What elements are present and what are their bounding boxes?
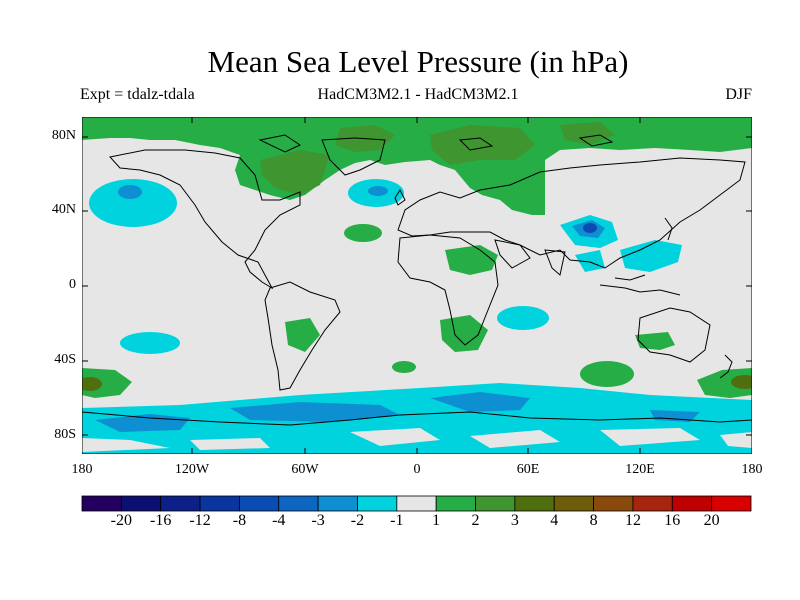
colorbar-label: -4: [272, 512, 286, 529]
colorbar-swatch: [120, 495, 162, 512]
colorbar-swatch: [160, 495, 201, 512]
model-label: HadCM3M2.1 - HadCM3M2.1: [317, 86, 519, 103]
colorbar-label: -1: [390, 512, 404, 529]
map-title: Mean Sea Level Pressure (in hPa): [207, 44, 629, 79]
lon-label-120e: 120E: [625, 462, 655, 477]
lon-label-60e: 60E: [516, 462, 540, 477]
colorbar-swatch: [671, 495, 713, 512]
colorbar-label: -2: [350, 512, 365, 529]
colorbar-label: 4: [550, 512, 559, 529]
lon-label-0: 0: [413, 462, 421, 477]
lon-label-120w: 120W: [174, 462, 210, 477]
colorbar-swatch: [278, 495, 319, 512]
colorbar-swatch: [317, 495, 358, 512]
colorbar-swatch: [475, 495, 516, 512]
colorbar-swatch: [593, 495, 634, 512]
negative-anomalies: [82, 179, 752, 454]
colorbar-label: 2: [471, 512, 480, 529]
colorbar-label: -3: [311, 512, 325, 529]
experiment-label: Expt = tdalz-tdala: [80, 86, 195, 103]
colorbar-swatch: [81, 495, 122, 512]
colorbar-swatch: [239, 495, 280, 512]
colorbar-label: -16: [150, 512, 172, 529]
colorbar-label: 16: [664, 512, 681, 529]
lat-label-40n: 40N: [51, 202, 76, 217]
colorbar-label: 20: [703, 512, 720, 529]
lon-label-60w: 60W: [291, 462, 319, 477]
lat-label-40s: 40S: [54, 352, 76, 367]
mid-latitude-positive-anomalies: [82, 224, 752, 398]
colorbar-swatch: [632, 495, 673, 512]
colorbar-label: 1: [432, 512, 441, 529]
lat-label-80s: 80S: [54, 427, 76, 442]
colorbar-label: 3: [510, 512, 519, 529]
season-label: DJF: [725, 86, 752, 103]
lon-label-180e: 180: [741, 462, 763, 477]
colorbar-swatch: [514, 495, 555, 512]
colorbar-label: 8: [589, 512, 598, 529]
lat-label-0: 0: [69, 277, 76, 292]
colorbar-swatch: [357, 495, 398, 512]
coastlines: [82, 134, 752, 426]
colorbar-swatch: [553, 495, 594, 512]
lon-label-180w: 180: [71, 462, 93, 477]
map-panel: [82, 117, 752, 454]
colorbar-label: -20: [110, 512, 133, 529]
colorbar-swatch: [711, 495, 752, 512]
colorbar-label: 12: [624, 512, 641, 529]
colorbar: [81, 495, 752, 512]
southern-dark-green: [82, 375, 752, 391]
colorbar-swatch: [435, 495, 476, 512]
lat-label-80n: 80N: [51, 128, 76, 143]
colorbar-label: -12: [189, 512, 211, 529]
map-ticks: [82, 117, 752, 454]
colorbar-label: -8: [232, 512, 247, 529]
colorbar-swatch: [396, 495, 437, 512]
colorbar-swatch: [199, 495, 240, 512]
